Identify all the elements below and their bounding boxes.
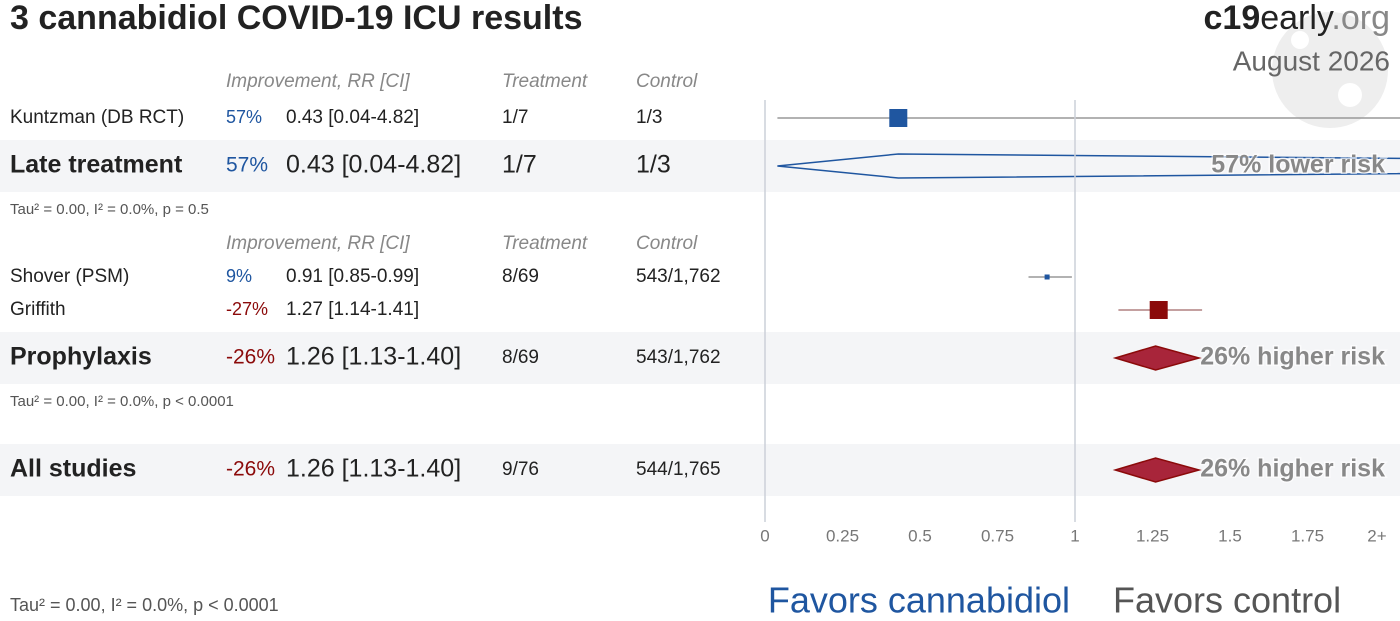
treatment: 1/7 xyxy=(502,107,528,128)
x-tick-label: 1.25 xyxy=(1136,526,1169,545)
improvement: -26% xyxy=(226,346,275,369)
header-improvement: Improvement, RR [CI] xyxy=(226,71,410,92)
treatment: 8/69 xyxy=(502,266,539,287)
study-name: Kuntzman (DB RCT) xyxy=(10,107,184,128)
improvement: 9% xyxy=(226,266,252,286)
heterogeneity: Tau² = 0.00, I² = 0.0%, p = 0.5 xyxy=(10,201,209,218)
improvement: 57% xyxy=(226,154,268,177)
rr-ci: 0.91 [0.85-0.99] xyxy=(286,266,419,287)
study-name: Griffith xyxy=(10,299,66,320)
study-marker xyxy=(1044,274,1050,280)
brand-tld: .org xyxy=(1331,0,1390,37)
title: 3 cannabidiol COVID-19 ICU results xyxy=(10,0,582,37)
treatment: 8/69 xyxy=(502,347,539,368)
brand-middle: early xyxy=(1260,0,1334,37)
study-marker xyxy=(1149,301,1168,319)
rr-ci: 1.26 [1.13-1.40] xyxy=(286,343,461,371)
rr-ci: 0.43 [0.04-4.82] xyxy=(286,107,419,128)
brand-strong: c19 xyxy=(1204,0,1261,37)
row-backgrounds xyxy=(0,140,1400,496)
improvement: -27% xyxy=(226,299,268,319)
rr-ci: 0.43 [0.04-4.82] xyxy=(286,151,461,179)
favors-right: Favors control xyxy=(1113,580,1341,621)
study-marker xyxy=(889,109,908,127)
effect-label: 57% lower risk xyxy=(1211,151,1385,179)
x-tick-label: 2+ xyxy=(1367,526,1386,545)
rr-ci: 1.27 [1.14-1.41] xyxy=(286,299,419,320)
summary-diamond xyxy=(777,153,1400,179)
summary-diamond xyxy=(1112,345,1202,371)
heterogeneity: Tau² = 0.00, I² = 0.0%, p < 0.0001 xyxy=(10,595,279,615)
header-treatment: Treatment xyxy=(502,233,588,254)
effect-label: 26% higher risk xyxy=(1200,455,1385,483)
summary-name: Prophylaxis xyxy=(10,343,152,371)
x-tick-label: 0.75 xyxy=(981,526,1014,545)
header-control: Control xyxy=(636,233,698,254)
header-treatment: Treatment xyxy=(502,71,588,92)
x-tick-label: 0.5 xyxy=(908,526,932,545)
control: 543/1,762 xyxy=(636,266,721,287)
treatment: 9/76 xyxy=(502,459,539,480)
summary-background xyxy=(0,140,1400,192)
brand: c19early.org xyxy=(1204,0,1391,37)
control: 1/3 xyxy=(636,151,671,179)
summary-name: All studies xyxy=(10,455,136,483)
x-tick-label: 0.25 xyxy=(826,526,859,545)
header-improvement: Improvement, RR [CI] xyxy=(226,233,410,254)
virus-decoration xyxy=(1272,12,1388,128)
study-name: Shover (PSM) xyxy=(10,266,129,287)
favors-left: Favors cannabidiol xyxy=(768,580,1070,621)
x-tick-label: 1.75 xyxy=(1291,526,1324,545)
treatment: 1/7 xyxy=(502,151,537,179)
date: August 2026 xyxy=(1233,45,1390,76)
x-tick-label: 0 xyxy=(760,526,769,545)
header-control: Control xyxy=(636,71,698,92)
summary-name: Late treatment xyxy=(10,151,183,179)
control: 543/1,762 xyxy=(636,347,721,368)
x-tick-label: 1.5 xyxy=(1218,526,1242,545)
heterogeneity: Tau² = 0.00, I² = 0.0%, p < 0.0001 xyxy=(10,393,234,410)
plot-area xyxy=(777,109,1400,483)
effect-label: 26% higher risk xyxy=(1200,343,1385,371)
control: 544/1,765 xyxy=(636,459,721,480)
improvement: -26% xyxy=(226,458,275,481)
improvement: 57% xyxy=(226,107,262,127)
x-tick-label: 1 xyxy=(1070,526,1079,545)
control: 1/3 xyxy=(636,107,662,128)
summary-diamond xyxy=(1112,457,1202,483)
rr-ci: 1.26 [1.13-1.40] xyxy=(286,455,461,483)
